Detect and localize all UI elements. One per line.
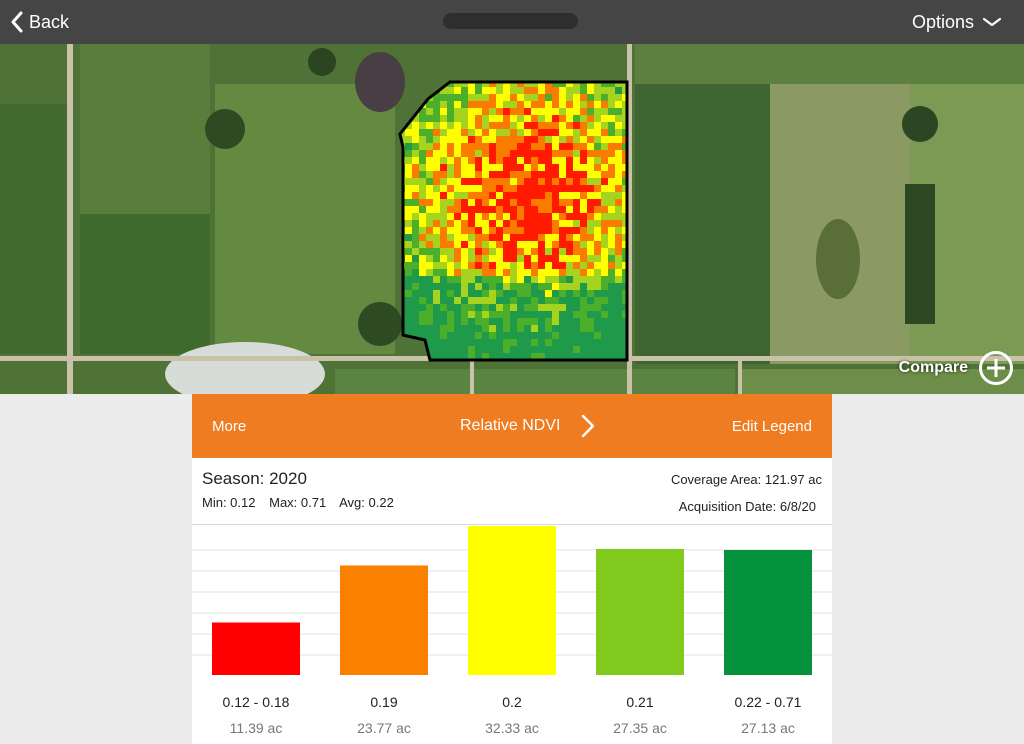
histogram-chart: 0.12 - 0.18 11.39 ac 0.19 23.77 ac 0.2 32.33 … (192, 525, 832, 744)
bar-range-label: 0.2 (502, 694, 522, 710)
histogram-bar[interactable] (724, 549, 812, 675)
map-imagery (0, 44, 1024, 394)
bar-range-label: 0.22 - 0.71 (734, 694, 802, 710)
histogram-svg (192, 526, 832, 675)
max-value: Max: 0.71 (269, 495, 327, 510)
layer-selector-button[interactable]: Relative NDVI (460, 409, 596, 443)
drag-handle[interactable] (443, 13, 578, 29)
edit-legend-button[interactable]: Edit Legend (731, 418, 812, 435)
bar-range-label: 0.12 - 0.18 (222, 694, 290, 710)
season-label: Season: 2020 (202, 469, 307, 488)
avg-value: Avg: 0.22 (339, 495, 394, 510)
acquisition-date: Acquisition Date: 6/8/20 (678, 499, 816, 514)
min-value: Min: 0.12 (202, 495, 256, 510)
histogram-bar[interactable] (596, 548, 684, 675)
compare-button[interactable]: Compare (899, 350, 1014, 386)
bar-acreage-label: 23.77 ac (357, 720, 411, 736)
stats-line: Min: 0.12 Max: 0.71 Avg: 0.22 (202, 495, 404, 510)
top-navigation-bar: Back Options (0, 0, 1024, 44)
back-label: Back (29, 11, 70, 32)
histogram-bar[interactable] (340, 565, 428, 675)
options-label: Options (911, 11, 974, 32)
bar-acreage-label: 32.33 ac (485, 720, 539, 736)
chevron-right-icon (582, 414, 595, 438)
layer-label: Relative NDVI (460, 417, 561, 434)
coverage-area: Coverage Area: 121.97 ac (670, 472, 822, 487)
bar-acreage-label: 27.13 ac (741, 720, 795, 736)
bar-acreage-label: 11.39 ac (229, 720, 283, 736)
histogram-bar[interactable] (212, 622, 300, 675)
chevron-down-icon (982, 17, 1002, 27)
satellite-map[interactable]: Compare (0, 44, 1024, 394)
stats-section: Season: 2020 Min: 0.12 Max: 0.71 Avg: 0.… (192, 458, 832, 525)
chevron-left-icon (11, 11, 23, 33)
bar-acreage-label: 27.35 ac (613, 720, 667, 736)
compare-label: Compare (898, 359, 968, 376)
more-button[interactable]: More (212, 418, 247, 435)
layer-header-bar: More Relative NDVI Edit Legend (192, 394, 832, 458)
ndvi-panel: More Relative NDVI Edit Legend Season: 2… (192, 394, 832, 744)
bar-range-label: 0.19 (370, 694, 398, 710)
back-button[interactable]: Back (10, 8, 69, 36)
plus-circle-icon (979, 351, 1013, 385)
bar-range-label: 0.21 (626, 694, 654, 710)
options-button[interactable]: Options (912, 8, 1002, 36)
histogram-bar[interactable] (468, 526, 556, 675)
